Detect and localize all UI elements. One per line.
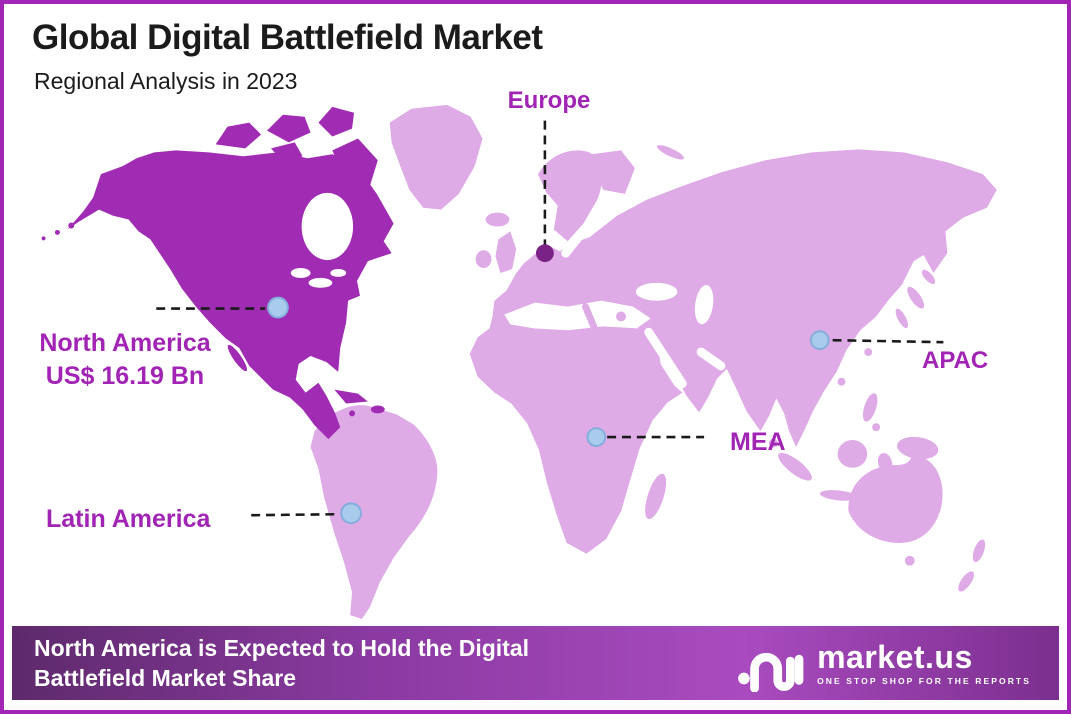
novaya-zemlya — [656, 145, 685, 160]
java — [819, 490, 858, 501]
apac-leader-line — [832, 338, 944, 344]
philippines — [862, 393, 878, 422]
footer-headline: North America is Expected to Hold the Di… — [34, 633, 529, 693]
victoria-island — [270, 142, 303, 165]
market-us-logo-icon — [738, 652, 804, 692]
mindanao — [872, 423, 881, 432]
region-label-apac: APAC — [922, 347, 989, 374]
latin-america-marker — [340, 502, 362, 525]
sri-lanka — [768, 438, 778, 448]
aleutian-3 — [41, 236, 46, 241]
scandinavia-landmass — [537, 150, 602, 242]
great-lake-2 — [308, 277, 333, 288]
japan-honshu — [907, 286, 925, 309]
baffin-island — [332, 138, 378, 186]
region-label-north-america: North America US$ 16.19 Bn — [14, 327, 236, 393]
sumatra — [778, 452, 812, 481]
region-label-latin-america: Latin America — [46, 505, 211, 533]
taiwan — [864, 348, 873, 357]
latin-america-leader-line — [251, 512, 339, 517]
greece-landmass — [616, 311, 626, 322]
aleutian-2 — [54, 229, 60, 235]
footer-banner: North America is Expected to Hold the Di… — [12, 626, 1059, 700]
borneo — [837, 440, 868, 468]
region-name-north-america: North America — [39, 329, 211, 357]
hispaniola — [370, 405, 385, 414]
great-lake-1 — [290, 268, 311, 278]
black-sea — [635, 282, 678, 301]
ireland-landmass — [475, 250, 492, 269]
britain-landmass — [495, 231, 517, 273]
sakhalin — [906, 232, 916, 260]
world-map — [41, 104, 997, 620]
logo-tagline: ONE STOP SHOP FOR THE REPORTS — [817, 675, 1031, 686]
page-subtitle: Regional Analysis in 2023 — [34, 68, 298, 94]
persian-gulf — [696, 347, 726, 371]
market-us-logo: market.us ONE STOP SHOP FOR THE REPORTS — [737, 634, 1031, 692]
page-title: Global Digital Battlefield Market — [32, 18, 543, 57]
greenland-landmass — [389, 104, 483, 210]
mea-marker — [586, 427, 607, 447]
aleutian-1 — [68, 222, 75, 229]
market-us-logo-text: market.us ONE STOP SHOP FOR THE REPORTS — [817, 641, 1031, 686]
japan-kyushu — [895, 308, 909, 329]
arctic-island-1 — [215, 122, 262, 149]
hudson-bay — [301, 192, 354, 261]
europe-marker — [535, 244, 554, 263]
apac-marker — [809, 330, 830, 351]
iceland-landmass — [485, 212, 510, 227]
north-america-marker — [267, 296, 289, 319]
caspian-sea — [694, 284, 714, 325]
new-zealand-south — [958, 571, 975, 592]
cuba — [334, 389, 368, 404]
footer-headline-line1: North America is Expected to Hold the Di… — [34, 635, 530, 661]
baja-california — [227, 344, 248, 372]
arctic-island-2 — [267, 114, 311, 143]
japan-hokkaido — [921, 269, 936, 285]
logo-name: market.us — [817, 638, 973, 675]
new-zealand-north — [972, 539, 986, 563]
south-america-landmass — [310, 405, 438, 620]
italy-landmass — [581, 303, 599, 334]
baltic-sea — [561, 219, 594, 258]
tasmania — [904, 555, 915, 566]
footer-headline-line2: Battlefield Market Share — [34, 665, 297, 691]
australia-landmass — [848, 443, 943, 543]
eurasia-africa-landmass — [469, 149, 997, 554]
region-label-mea: MEA — [730, 428, 786, 456]
region-label-europe: Europe — [507, 87, 591, 114]
hainan — [837, 377, 846, 386]
great-lake-3 — [330, 268, 347, 277]
region-value-north-america: US$ 16.19 Bn — [45, 362, 205, 390]
finland-landmass — [591, 150, 635, 194]
red-sea — [644, 327, 687, 389]
mediterranean-sea — [504, 300, 651, 331]
madagascar — [645, 473, 667, 520]
jamaica — [349, 410, 356, 417]
arctic-island-3 — [318, 106, 355, 137]
